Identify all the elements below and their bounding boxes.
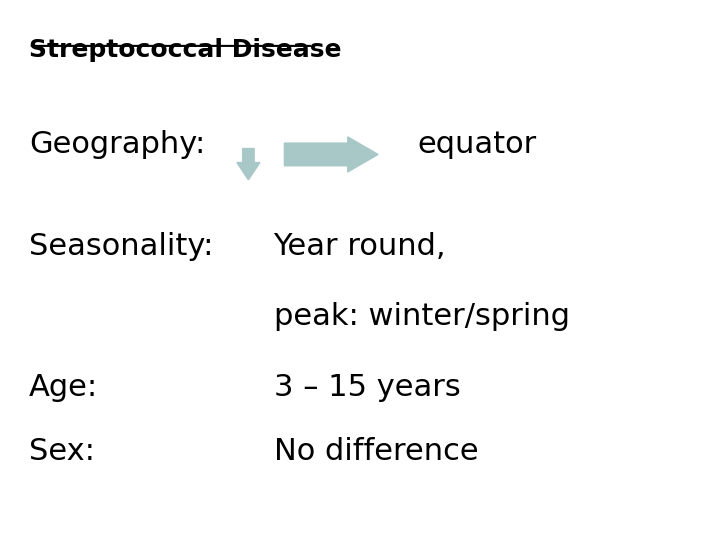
Text: Geography:: Geography: (29, 130, 205, 159)
Text: 3 – 15 years: 3 – 15 years (274, 373, 460, 402)
Text: Sex:: Sex: (29, 437, 94, 467)
Text: No difference: No difference (274, 437, 478, 467)
Text: equator: equator (418, 130, 537, 159)
Text: peak: winter/spring: peak: winter/spring (274, 302, 570, 332)
FancyArrow shape (284, 137, 378, 172)
FancyArrow shape (237, 148, 260, 180)
Text: Seasonality:: Seasonality: (29, 232, 213, 261)
Text: Age:: Age: (29, 373, 98, 402)
Text: Year round,: Year round, (274, 232, 446, 261)
Text: Streptococcal Disease: Streptococcal Disease (29, 38, 341, 62)
